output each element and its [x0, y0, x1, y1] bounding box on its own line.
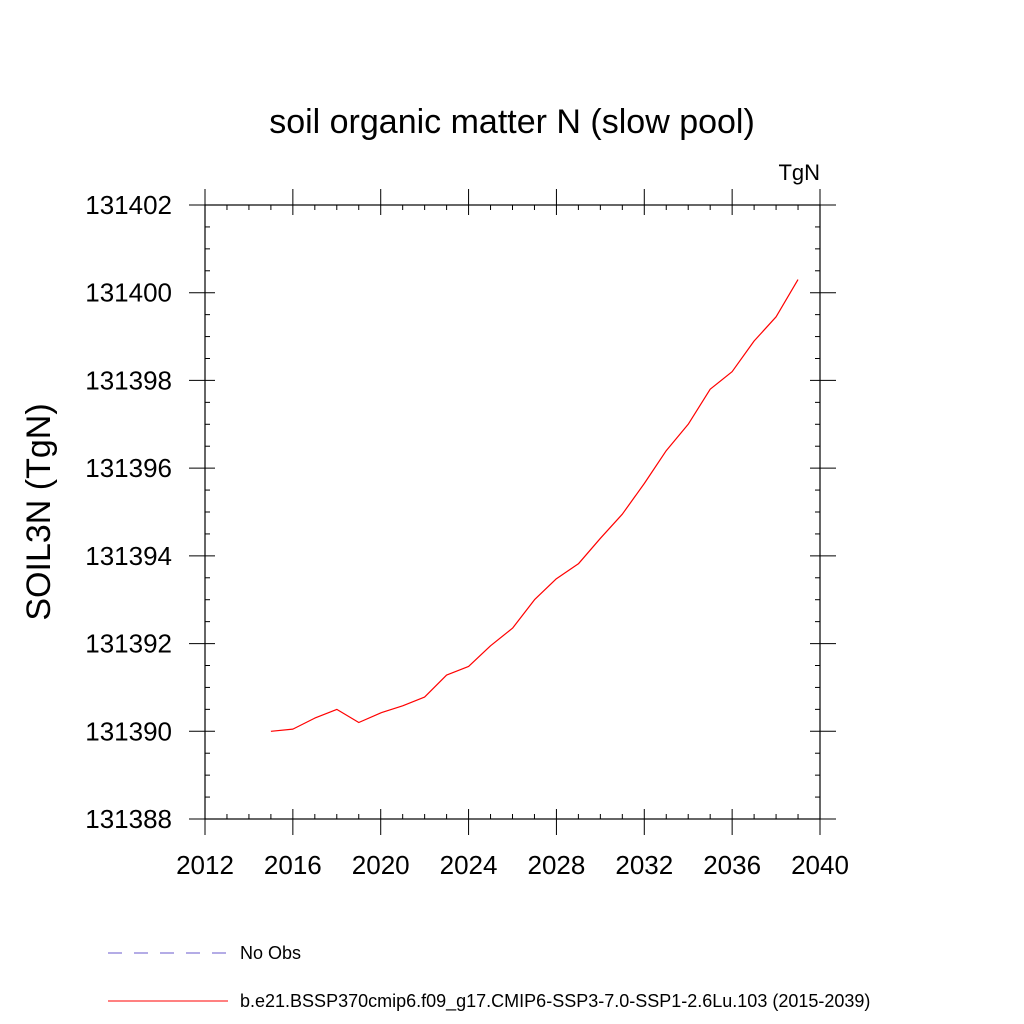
x-tick-label: 2020: [352, 850, 410, 880]
series-layer: [270, 279, 799, 732]
legend: No Obs b.e21.BSSP370cmip6.f09_g17.CMIP6-S…: [108, 943, 870, 1012]
y-axis-label: SOIL3N (TgN): [20, 403, 58, 620]
x-tick-label: 2028: [528, 850, 586, 880]
y-tick-label: 131400: [85, 278, 172, 308]
x-tick-label: 2040: [791, 850, 849, 880]
series-line-1: [270, 279, 799, 732]
x-tick-label: 2036: [703, 850, 761, 880]
y-tick-label: 131398: [85, 365, 172, 395]
y-tick-label: 131396: [85, 453, 172, 483]
legend-label-1: b.e21.BSSP370cmip6.f09_g17.CMIP6-SSP3-7.…: [240, 991, 870, 1012]
x-tick-label: 2016: [264, 850, 322, 880]
y-tick-label: 131392: [85, 629, 172, 659]
y-tick-label: 131402: [85, 190, 172, 220]
y-tick-label: 131388: [85, 804, 172, 834]
x-tick-label: 2012: [176, 850, 234, 880]
chart-title: soil organic matter N (slow pool): [269, 103, 755, 141]
legend-label-0: No Obs: [240, 943, 301, 963]
x-tick-labels: 2012 2016 2020 2024 2028 2032 2036 2040: [176, 850, 849, 880]
y-tick-label: 131394: [85, 541, 172, 571]
y-tick-labels: 131388 131390 131392 131394 131396 131398 1314…: [85, 190, 172, 834]
x-tick-label: 2024: [440, 850, 498, 880]
units-label: TgN: [778, 160, 820, 185]
y-tick-label: 131390: [85, 716, 172, 746]
axis-ticks: [189, 189, 836, 835]
x-tick-label: 2032: [615, 850, 673, 880]
